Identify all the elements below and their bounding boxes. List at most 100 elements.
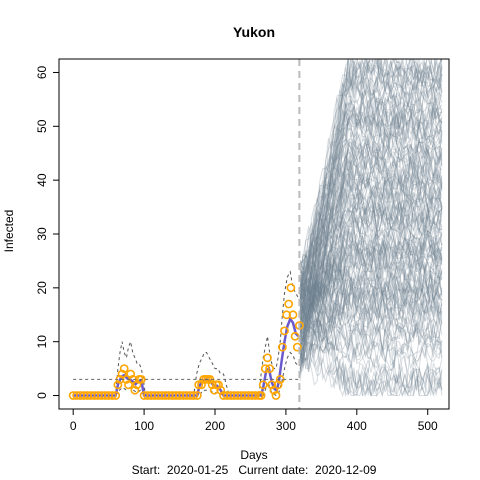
simulation-line — [299, 102, 443, 320]
simulation-line — [299, 249, 443, 281]
simulation-line — [299, 268, 442, 331]
observed-point — [197, 380, 206, 390]
x-axis-label: Days — [240, 448, 267, 462]
observed-point — [117, 369, 127, 379]
simulation-line — [299, 172, 443, 334]
observed-point — [258, 380, 268, 390]
simulation-line — [299, 128, 443, 290]
x-tick-label: 0 — [70, 419, 77, 433]
observed-point — [136, 374, 146, 384]
observed-point — [189, 391, 199, 400]
simulation-line — [299, 59, 443, 295]
observed-point — [250, 391, 260, 400]
y-tick-label: 30 — [35, 227, 49, 241]
footer-current-label: Current date: — [238, 463, 308, 477]
simulation-line — [299, 285, 443, 396]
observed-point — [288, 310, 298, 320]
simulation-line — [299, 160, 443, 342]
observed-point — [256, 391, 266, 400]
simulation-line — [299, 138, 443, 336]
simulation-line — [300, 169, 443, 269]
footer-current-date: 2020-12-09 — [315, 463, 377, 477]
simulation-line — [299, 293, 443, 352]
simulation-line — [299, 145, 443, 307]
observed-point — [273, 380, 283, 390]
observed-point — [265, 364, 274, 373]
simulation-line — [299, 156, 443, 303]
simulation-line — [299, 99, 443, 362]
y-tick-label: 40 — [35, 173, 49, 187]
simulation-line — [299, 154, 443, 291]
simulation-line — [299, 98, 443, 304]
simulation-line — [299, 305, 443, 374]
simulation-line — [299, 239, 443, 310]
simulation-line — [299, 114, 443, 359]
simulation-line — [299, 266, 443, 350]
simulation-line — [299, 172, 443, 312]
chart-title: Yukon — [233, 24, 275, 40]
x-tick-label: 300 — [276, 419, 296, 433]
x-tick-label: 400 — [347, 419, 367, 433]
simulation-line — [299, 73, 443, 318]
simulation-line — [299, 293, 443, 370]
simulation-line — [299, 184, 443, 309]
simulation-line — [299, 239, 443, 359]
observed-point — [126, 369, 136, 379]
simulation-line — [299, 239, 443, 381]
simulation-line — [299, 80, 443, 270]
observed-point — [214, 380, 223, 390]
simulation-line — [299, 321, 443, 366]
simulation-line — [299, 281, 442, 320]
observed-point — [113, 380, 123, 390]
simulation-line — [299, 85, 443, 352]
simulation-line — [299, 236, 443, 332]
simulation-line — [299, 108, 443, 312]
simulation-line — [299, 307, 443, 376]
simulation-line — [299, 285, 443, 372]
simulation-line — [299, 277, 443, 317]
simulation-line — [299, 225, 443, 343]
simulation-line — [299, 65, 443, 361]
observed-point — [132, 380, 142, 390]
simulation-line — [299, 213, 443, 315]
simulation-line — [299, 343, 443, 396]
simulation-line — [299, 111, 443, 299]
simulation-trajectories — [299, 59, 443, 398]
observed-point — [107, 391, 117, 400]
simulation-line — [299, 161, 443, 363]
simulation-line — [299, 126, 443, 292]
simulation-line — [299, 281, 443, 398]
observed-point — [192, 391, 202, 400]
simulation-line — [299, 172, 443, 300]
simulation-line — [299, 225, 443, 343]
observed-point — [277, 342, 287, 352]
simulation-line — [299, 324, 443, 367]
simulation-line — [299, 59, 443, 307]
simulation-line — [299, 204, 442, 349]
simulation-line — [299, 97, 443, 283]
observed-point — [286, 283, 296, 293]
simulation-line — [299, 272, 443, 376]
simulation-line — [299, 76, 443, 291]
simulation-line — [299, 243, 443, 316]
observed-point — [267, 380, 277, 390]
simulation-line — [299, 139, 443, 351]
simulation-line — [299, 299, 443, 346]
simulation-line — [299, 278, 443, 374]
simulation-line — [299, 316, 443, 352]
simulation-line — [300, 261, 443, 295]
simulation-line — [299, 200, 442, 315]
simulation-line — [299, 261, 443, 321]
simulation-line — [299, 96, 442, 271]
simulation-line — [299, 59, 443, 300]
simulation-line — [299, 277, 443, 398]
simulation-line — [299, 270, 443, 306]
simulation-line — [299, 83, 443, 318]
simulation-line — [299, 68, 443, 299]
observed-point — [271, 391, 281, 400]
simulation-line — [299, 59, 442, 358]
simulation-line — [299, 208, 443, 320]
simulation-line — [299, 252, 443, 305]
